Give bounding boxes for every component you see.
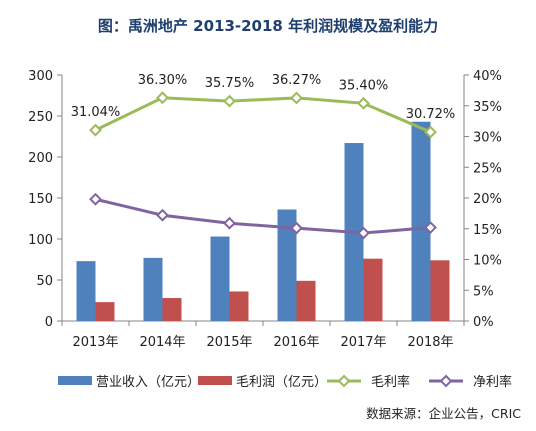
x-tick-label: 2014年 xyxy=(139,335,185,350)
y-left-tick-label: 300 xyxy=(28,69,53,84)
y-right-tick-label: 40% xyxy=(473,69,502,84)
revenue-bar xyxy=(76,261,96,321)
gross-profit-bar xyxy=(229,291,249,321)
gross-margin-marker xyxy=(290,91,303,105)
y-right-tick-label: 15% xyxy=(473,223,502,238)
gross-margin-data-label: 31.04% xyxy=(71,105,121,120)
legend-label: 毛利润（亿元） xyxy=(236,375,327,390)
gross-profit-bar xyxy=(296,280,316,321)
gross-margin-marker xyxy=(357,96,370,110)
y-right-tick-label: 5% xyxy=(473,284,494,299)
gross-margin-data-label: 35.40% xyxy=(339,78,389,93)
gross-profit-bar xyxy=(95,302,115,321)
net-margin-marker xyxy=(89,192,102,206)
y-right-tick-label: 30% xyxy=(473,131,502,146)
gross-margin-marker xyxy=(424,125,437,139)
legend-swatch xyxy=(58,376,92,385)
y-right-tick-label: 10% xyxy=(473,254,502,269)
x-tick-label: 2013年 xyxy=(72,335,118,350)
gross-margin-data-label: 36.30% xyxy=(138,73,188,88)
legend-swatch xyxy=(198,376,232,385)
y-left-tick-label: 50 xyxy=(36,274,53,289)
source-note: 数据来源：企业公告，CRIC xyxy=(366,406,521,421)
revenue-bar xyxy=(411,121,431,322)
legend-label: 毛利率 xyxy=(371,374,410,390)
y-left-tick-label: 200 xyxy=(28,151,53,166)
gross-margin-marker xyxy=(156,91,169,105)
legend-label: 净利率 xyxy=(473,374,512,390)
y-left-tick-label: 250 xyxy=(28,110,53,125)
gross-margin-marker xyxy=(223,94,236,108)
revenue-bar xyxy=(143,257,163,321)
legend: 营业收入（亿元） 毛利润（亿元） 毛利率 净利率 xyxy=(58,374,512,390)
y-left-tick-label: 0 xyxy=(45,315,53,330)
x-tick-label: 2016年 xyxy=(273,335,319,350)
net-margin-marker xyxy=(290,221,303,235)
gross-profit-bar xyxy=(363,258,383,321)
legend-label: 营业收入（亿元） xyxy=(96,375,200,390)
net-margin-marker xyxy=(156,208,169,222)
y-right-tick-label: 20% xyxy=(473,192,502,207)
revenue-bar xyxy=(210,236,230,321)
revenue-bar xyxy=(277,209,297,321)
y-right-tick-label: 0% xyxy=(473,315,494,330)
y-right-tick-label: 35% xyxy=(473,100,502,115)
gross-margin-data-label: 30.72% xyxy=(406,107,456,122)
legend-swatch-marker xyxy=(337,374,351,388)
net-margin-marker xyxy=(223,216,236,230)
x-tick-label: 2017年 xyxy=(340,335,386,350)
net-margin-marker xyxy=(424,221,437,234)
chart-title: 图：禹洲地产 2013-2018 年利润规模及盈利能力 xyxy=(98,17,438,35)
y-left-tick-label: 100 xyxy=(28,233,53,248)
net-margin-line xyxy=(95,197,431,235)
y-right-tick-label: 25% xyxy=(473,161,502,176)
gross-profit-bar xyxy=(430,260,450,321)
y-left-tick-label: 150 xyxy=(28,192,53,207)
gross-margin-line xyxy=(94,96,432,134)
legend-swatch-marker xyxy=(439,374,453,388)
gross-margin-marker xyxy=(89,123,102,137)
x-tick-label: 2018年 xyxy=(407,335,453,350)
x-tick-label: 2015年 xyxy=(206,335,252,350)
net-margin-marker xyxy=(357,226,370,240)
gross-margin-data-label: 36.27% xyxy=(272,73,322,88)
gross-margin-data-label: 35.75% xyxy=(205,76,255,91)
gross-profit-bar xyxy=(162,298,182,321)
